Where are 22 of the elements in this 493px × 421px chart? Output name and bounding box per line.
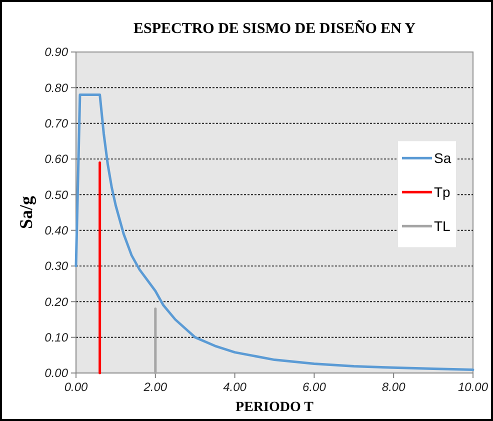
x-tick-label: 2.00 [142, 380, 168, 394]
x-tick-label: 8.00 [382, 380, 406, 394]
legend-label: Tp [434, 184, 451, 200]
legend-label: TL [434, 218, 451, 234]
y-tick-label: 0.10 [44, 330, 68, 345]
y-tick-label: 0.90 [44, 45, 68, 60]
legend-label: Sa [434, 150, 452, 166]
y-tick-label: 0.30 [44, 259, 68, 274]
y-tick-label: 0.20 [44, 294, 68, 309]
y-tick-label: 0.40 [44, 224, 68, 238]
y-tick-label: 0.60 [44, 152, 68, 166]
x-tick-label: 10.00 [458, 380, 488, 394]
x-tick-label: 6.00 [302, 380, 326, 394]
y-tick-label: 0.70 [44, 116, 68, 131]
x-tick-label: 0.00 [64, 380, 88, 394]
chart-title: ESPECTRO DE SISMO DE DISEÑO EN Y [133, 20, 416, 37]
y-tick-label: 0.00 [44, 366, 68, 380]
x-tick-label: 4.00 [223, 380, 247, 394]
x-axis-title: PERIODO T [236, 400, 314, 415]
y-axis-title: Sa/g [16, 196, 36, 230]
y-tick-label: 0.80 [44, 80, 68, 95]
y-tick-label: 0.50 [44, 188, 68, 202]
